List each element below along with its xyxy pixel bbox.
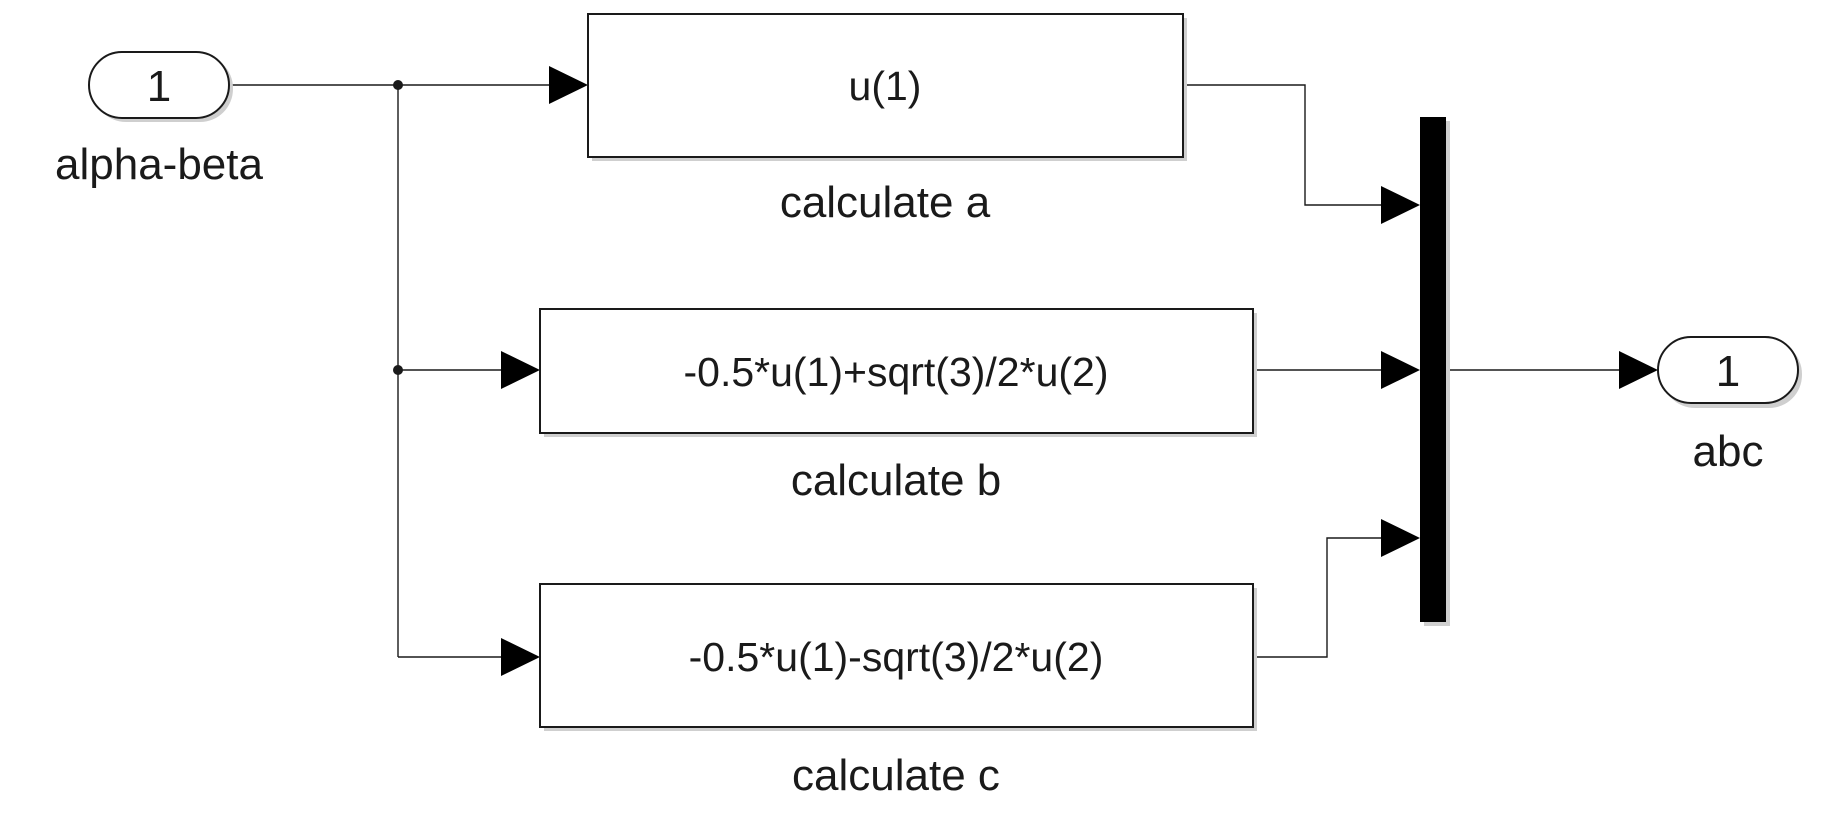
- block-b-name: calculate b: [791, 456, 1001, 505]
- arrow-into-outport: [1619, 351, 1658, 389]
- mux-block[interactable]: [1420, 117, 1450, 626]
- outport-name: abc: [1693, 427, 1764, 476]
- arrow-into-mux-2: [1381, 351, 1420, 389]
- inport-shape[interactable]: [88, 51, 230, 119]
- outport-block[interactable]: 1 abc: [1657, 336, 1802, 476]
- arrowheads: [501, 66, 1658, 676]
- inport-block[interactable]: 1 alpha-beta: [55, 51, 264, 189]
- mux-bar[interactable]: [1420, 117, 1446, 622]
- arrow-into-block-a: [549, 66, 588, 104]
- block-calculate-b[interactable]: -0.5*u(1)+sqrt(3)/2*u(2) calculate b: [539, 308, 1257, 505]
- inport-number: 1: [147, 62, 171, 111]
- arrow-into-mux-3: [1381, 519, 1420, 557]
- signal-lines: [230, 80, 1625, 658]
- block-b-shape[interactable]: [539, 308, 1254, 434]
- arrow-into-mux-1: [1381, 186, 1420, 224]
- wire-block-a-to-mux[interactable]: [1183, 84, 1385, 206]
- outport-shape[interactable]: [1657, 336, 1799, 404]
- block-a-expression: u(1): [849, 63, 922, 109]
- branch-point-middle: [393, 365, 403, 375]
- block-calculate-c[interactable]: -0.5*u(1)-sqrt(3)/2*u(2) calculate c: [539, 583, 1257, 800]
- arrow-into-block-c: [501, 638, 540, 676]
- block-c-expression: -0.5*u(1)-sqrt(3)/2*u(2): [689, 634, 1104, 680]
- block-b-expression: -0.5*u(1)+sqrt(3)/2*u(2): [684, 349, 1109, 395]
- inport-name: alpha-beta: [55, 140, 263, 189]
- block-a-name: calculate a: [780, 178, 991, 227]
- arrow-into-block-b: [501, 351, 540, 389]
- outport-number: 1: [1716, 347, 1740, 396]
- block-c-shape[interactable]: [539, 583, 1254, 728]
- branch-point-top: [393, 80, 403, 90]
- block-a-shape[interactable]: [587, 13, 1184, 158]
- block-c-name: calculate c: [792, 751, 1000, 800]
- block-calculate-a[interactable]: u(1) calculate a: [587, 13, 1187, 227]
- wire-block-c-to-mux[interactable]: [1253, 537, 1385, 658]
